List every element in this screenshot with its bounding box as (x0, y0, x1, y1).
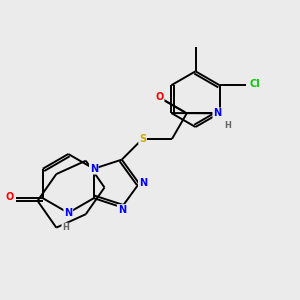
Text: O: O (5, 192, 14, 202)
Text: H: H (225, 121, 231, 130)
Text: Cl: Cl (249, 79, 260, 89)
Text: N: N (213, 108, 221, 118)
Text: S: S (139, 134, 146, 144)
Text: O: O (155, 92, 164, 102)
Text: N: N (90, 164, 98, 174)
Text: N: N (64, 208, 72, 218)
Text: N: N (118, 205, 126, 215)
Text: H: H (62, 224, 69, 232)
Text: N: N (139, 178, 147, 188)
